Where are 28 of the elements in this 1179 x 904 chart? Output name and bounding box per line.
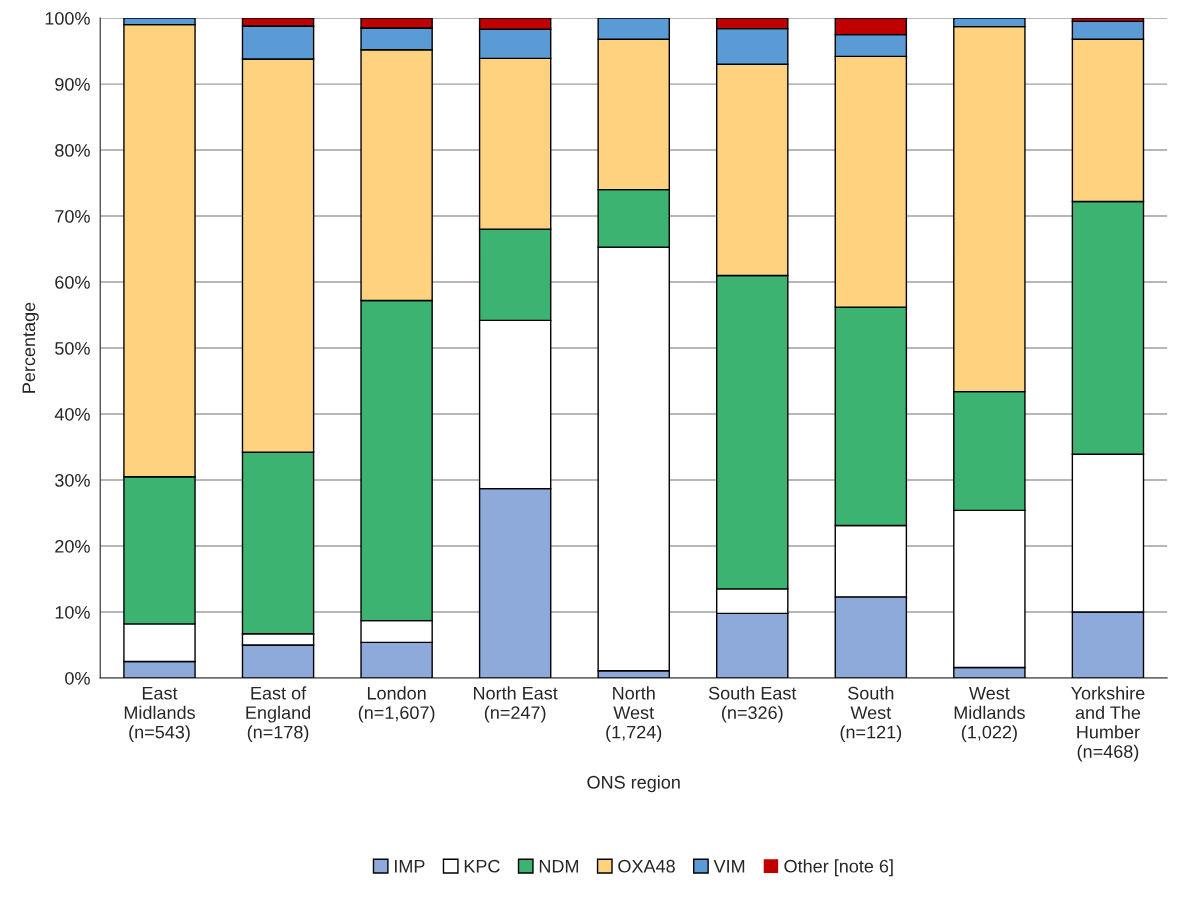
- y-tick-label: 20%: [55, 539, 90, 553]
- legend-label: NDM: [539, 859, 579, 873]
- y-axis-title: Percentage: [22, 302, 39, 393]
- y-tick-label: 40%: [54, 407, 90, 421]
- x-tick-label: South East (n=326): [708, 686, 797, 723]
- x-tick-label: East Midlands (n=543): [124, 687, 195, 743]
- x-tick-label: Yorkshire and The Humber (n=468): [1071, 686, 1145, 762]
- y-tick-label: 80%: [55, 144, 90, 157]
- x-tick-label: North West (1,724): [606, 686, 662, 743]
- legend-label: Other [note 6]: [784, 859, 893, 877]
- x-tick-label: East of England (n=178): [246, 686, 311, 743]
- y-tick-label: 90%: [55, 78, 90, 91]
- legend-label: OXA48: [618, 859, 675, 873]
- legend-label: VIM: [713, 859, 745, 873]
- y-tick-label: 30%: [55, 473, 90, 487]
- y-tick-label: 0%: [65, 671, 90, 685]
- x-axis-title: ONS region: [587, 775, 680, 793]
- y-tick-label: 50%: [55, 341, 90, 355]
- legend-label: IMP: [394, 859, 425, 873]
- y-tick-label: 60%: [55, 275, 90, 289]
- x-tick-label: London (n=1,607): [358, 686, 435, 723]
- legend-label: KPC: [464, 859, 500, 873]
- x-tick-label: West Midlands (1,022): [954, 687, 1025, 743]
- y-tick-label: 100%: [45, 12, 90, 25]
- x-tick-label: North East (n=247): [473, 686, 558, 723]
- y-tick-label: 10%: [55, 605, 90, 619]
- x-tick-label: South West (n=121): [840, 686, 902, 743]
- y-tick-label: 70%: [55, 209, 90, 223]
